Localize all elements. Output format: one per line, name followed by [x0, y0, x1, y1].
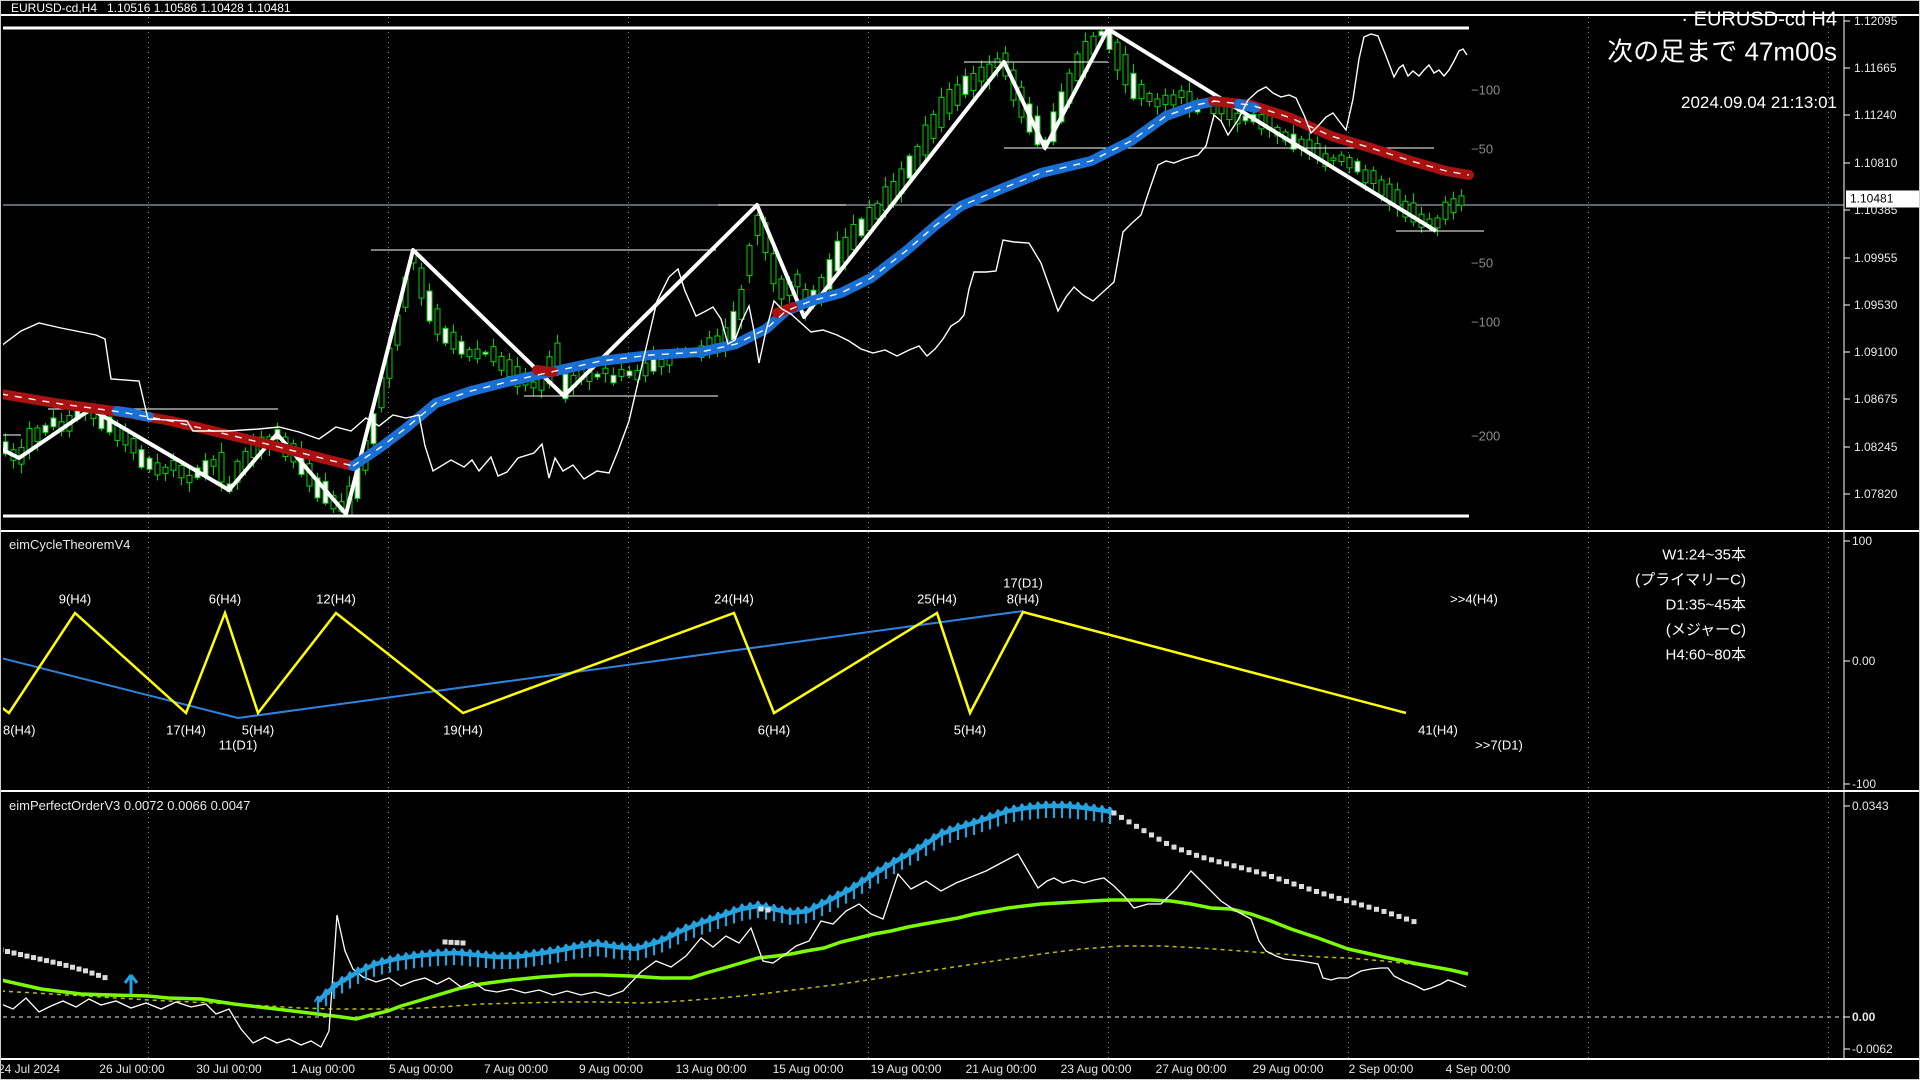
- date-axis-label: 27 Aug 00:00: [1155, 1062, 1227, 1076]
- pip-distance-label: −200: [1471, 428, 1501, 444]
- cycle-count-label: 17(H4): [166, 722, 206, 738]
- vertical-gridlines: [148, 17, 1829, 1059]
- cycle-count-label: 19(H4): [443, 722, 483, 738]
- price-scale-label: 1.09100: [1854, 345, 1898, 359]
- cycle-count-label: 11(D1): [218, 737, 258, 753]
- date-axis-label: 19 Aug 00:00: [870, 1062, 942, 1076]
- cycle-indicator-name: eimCycleTheoremV4: [9, 537, 131, 552]
- date-axis-label: 24 Jul 2024: [0, 1062, 61, 1076]
- cycle-blue-line: [3, 610, 1024, 720]
- pip-distance-label: −100: [1471, 82, 1501, 98]
- price-scale-label: 1.10385: [1854, 203, 1898, 217]
- po-scale-label: -0.0062: [1852, 1042, 1893, 1056]
- cycle-count-label: >>7(D1): [1475, 737, 1523, 753]
- current-price-tag: 1.10481: [1846, 190, 1919, 208]
- po-white-line: [3, 853, 1467, 1048]
- perfectorder-indicator-name: eimPerfectOrderV3 0.0072 0.0066 0.0047: [9, 798, 251, 813]
- white-overlay-line: [3, 33, 1468, 480]
- cycle-info-primary: (プライマリーC): [1635, 571, 1746, 589]
- date-axis-label: 30 Jul 00:00: [196, 1062, 262, 1076]
- main-chart-panel: [3, 26, 1844, 518]
- date-axis-label: 26 Jul 00:00: [99, 1062, 165, 1076]
- date-axis-label: 9 Aug 00:00: [578, 1062, 644, 1076]
- cycle-count-label: 8(H4): [1006, 591, 1040, 607]
- po-blue-arrow-band: [313, 800, 1115, 1013]
- price-scale-label: 1.07820: [1854, 487, 1898, 501]
- cycle-count-label: 8(H4): [3, 722, 36, 738]
- date-axis-label: 23 Aug 00:00: [1060, 1062, 1132, 1076]
- cycle-panel: [3, 609, 1407, 720]
- cycle-scale-label: 0.00: [1852, 654, 1876, 668]
- cycle-info-h4: H4:60~80本: [1665, 646, 1746, 664]
- overlay-symbol-title: · EURUSD-cd H4: [1681, 8, 1837, 31]
- date-axis-label: 21 Aug 00:00: [965, 1062, 1037, 1076]
- perfectorder-panel: [3, 800, 1844, 1048]
- cycle-count-label: 17(D1): [1003, 575, 1043, 591]
- cycle-info-d1: D1:35~45本: [1665, 596, 1746, 614]
- candle-countdown: 次の足まで 47m00s: [1607, 36, 1837, 67]
- price-scale-label: 1.09955: [1854, 251, 1898, 265]
- price-scale-label: 1.11665: [1854, 61, 1897, 75]
- symbol-period-label: EURUSD-cd,H4: [11, 1, 98, 15]
- zigzag-line: [3, 27, 1438, 516]
- price-scale-label: 1.11240: [1854, 108, 1897, 122]
- date-axis-label: 1 Aug 00:00: [290, 1062, 356, 1076]
- cycle-count-label: 5(H4): [953, 722, 987, 738]
- cycle-scale-label: -100: [1852, 777, 1877, 791]
- chart-header: EURUSD-cd,H4 1.10516 1.10586 1.10428 1.1…: [11, 2, 291, 15]
- po-square-dots: [3, 810, 1417, 981]
- cycle-count-label: 41(H4): [1418, 722, 1458, 738]
- pip-distance-label: −100: [1471, 314, 1501, 330]
- ma-band-red: [532, 365, 558, 377]
- date-axis-label: 2 Sep 00:00: [1348, 1062, 1414, 1076]
- cycle-count-label: 6(H4): [208, 591, 242, 607]
- pip-distance-label: −50: [1471, 141, 1494, 157]
- date-axis-label: 15 Aug 00:00: [772, 1062, 844, 1076]
- date-axis-label: 5 Aug 00:00: [388, 1062, 454, 1076]
- cycle-count-label: 6(H4): [757, 722, 791, 738]
- date-axis-label: 29 Aug 00:00: [1252, 1062, 1324, 1076]
- ohlc-values: 1.10516 1.10586 1.10428 1.10481: [107, 1, 291, 15]
- ma-band-centerline: [1212, 100, 1470, 176]
- po-scale-label: 0.0343: [1852, 799, 1889, 813]
- cycle-count-label: 5(H4): [241, 722, 275, 738]
- cycle-count-label: 12(H4): [316, 591, 356, 607]
- cycle-info-w1: W1:24~35本: [1662, 546, 1746, 564]
- po-green-line: [3, 898, 1469, 1021]
- date-axis-label: 4 Sep 00:00: [1445, 1062, 1511, 1076]
- server-datetime: 2024.09.04 21:13:01: [1681, 93, 1837, 112]
- cycle-count-label: >>4(H4): [1450, 591, 1498, 607]
- pip-distance-label: −50: [1471, 255, 1494, 271]
- cycle-count-label: 25(H4): [917, 591, 957, 607]
- price-scale-label: 1.08245: [1854, 440, 1898, 454]
- up-arrow-signal: [123, 974, 139, 994]
- po-scale-label: 0.00: [1852, 1010, 1876, 1024]
- ma-band-centerline: [3, 393, 354, 467]
- cycle-count-label: 24(H4): [714, 591, 754, 607]
- date-axis-label: 13 Aug 00:00: [675, 1062, 747, 1076]
- cycle-info-major: (メジャーC): [1665, 621, 1746, 639]
- ma-band-blue: [348, 96, 1221, 471]
- ma-band-blue: [112, 406, 136, 418]
- price-scale-label: 1.08675: [1854, 392, 1898, 406]
- price-scale-label: 1.12095: [1854, 14, 1898, 28]
- cycle-scale-label: 100: [1852, 534, 1873, 548]
- po-yellow-dotted: [3, 945, 1459, 1010]
- price-scale-label: 1.09530: [1854, 298, 1898, 312]
- price-scale-label: 1.10810: [1854, 156, 1898, 170]
- cycle-yellow-zigzag: [3, 609, 1407, 717]
- date-axis-label: 7 Aug 00:00: [483, 1062, 549, 1076]
- cycle-count-label: 9(H4): [58, 591, 92, 607]
